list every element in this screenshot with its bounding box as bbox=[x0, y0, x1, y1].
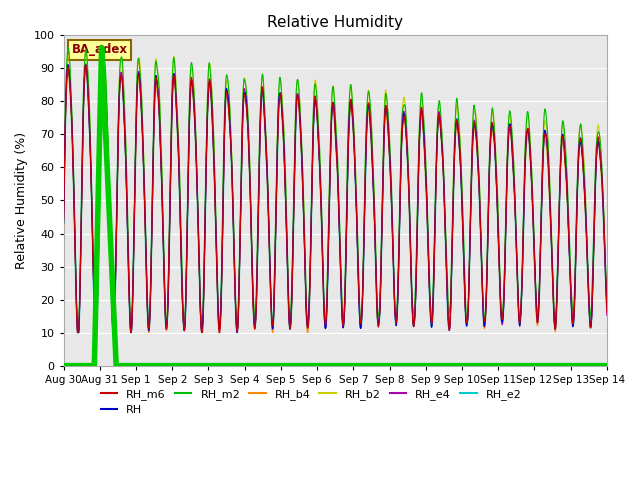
Y-axis label: Relative Humidity (%): Relative Humidity (%) bbox=[15, 132, 28, 269]
Legend: RH_m6, RH, RH_m2, RH_b4, RH_b2, RH_e4, RH_e2: RH_m6, RH, RH_m2, RH_b4, RH_b2, RH_e4, R… bbox=[96, 384, 525, 420]
Title: Relative Humidity: Relative Humidity bbox=[268, 15, 403, 30]
Text: BA_adex: BA_adex bbox=[72, 44, 128, 57]
